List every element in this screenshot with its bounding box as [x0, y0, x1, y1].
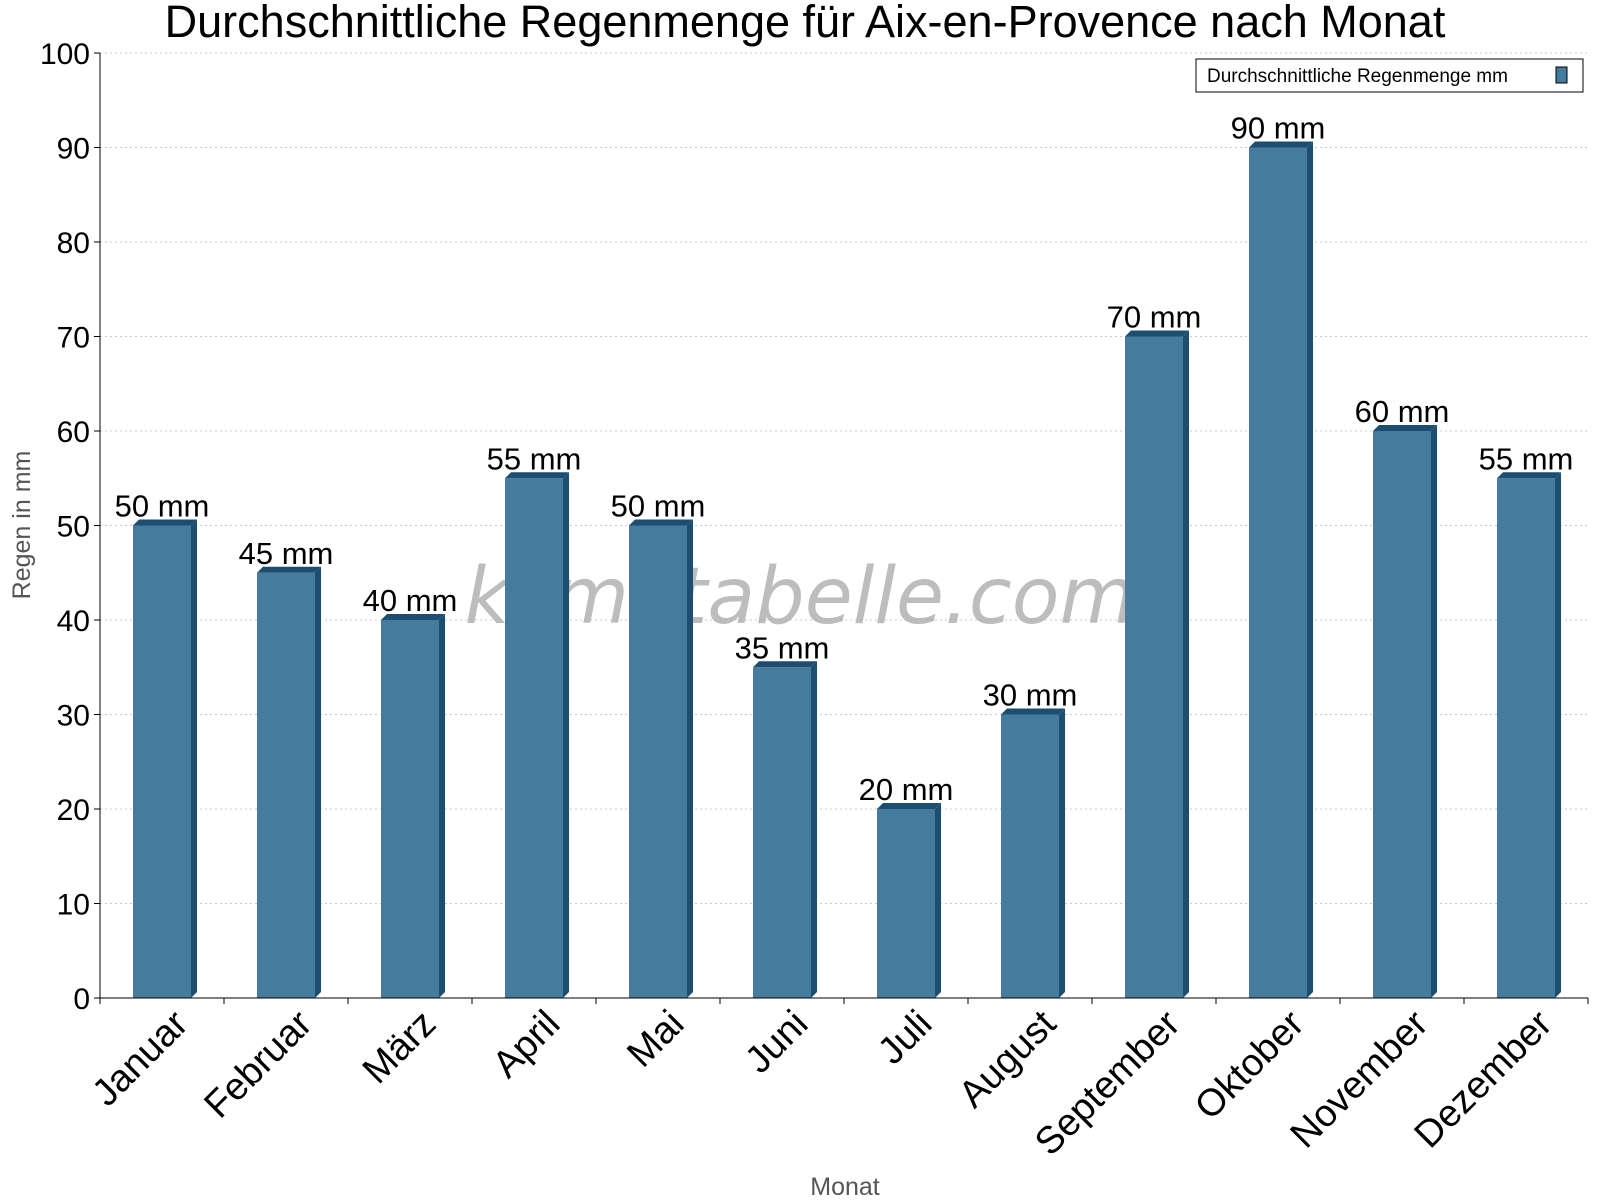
- bar-front: [257, 572, 315, 998]
- bar-april: [505, 472, 569, 998]
- bar-top: [133, 519, 197, 526]
- grid-lines: [100, 52, 1588, 904]
- data-label: 30 mm: [983, 678, 1078, 713]
- x-tick-label: Oktober: [1187, 1002, 1313, 1128]
- bar-front: [505, 478, 563, 998]
- y-tick-label: 70: [57, 322, 90, 355]
- y-tick-label: 100: [40, 38, 90, 71]
- x-tick-label: Dezember: [1407, 1002, 1561, 1156]
- data-label: 60 mm: [1355, 394, 1450, 429]
- bar-front: [133, 525, 191, 998]
- bar-front: [381, 620, 439, 998]
- x-tick-label: Februar: [197, 1002, 321, 1126]
- x-tick-label: Juli: [870, 1003, 940, 1073]
- y-tick-label: 30: [57, 700, 90, 733]
- bar-top: [1125, 330, 1189, 337]
- y-tick-label: 40: [57, 605, 90, 638]
- x-axis-title: Monat: [810, 1173, 880, 1200]
- bar-top: [505, 472, 569, 479]
- bar-side: [191, 519, 197, 998]
- y-tick-label: 90: [57, 133, 90, 166]
- bar-top: [877, 803, 941, 809]
- bar-side: [1307, 141, 1313, 998]
- bar-front: [1001, 714, 1059, 998]
- data-label: 70 mm: [1107, 300, 1202, 335]
- data-labels-layer: 50 mm 45 mm 40 mm 55 mm 50 mm 35 mm 20 mm 30 mm…: [115, 111, 1574, 808]
- bar-top: [1373, 425, 1437, 431]
- x-tick-label: Mai: [619, 1003, 692, 1076]
- bar-side: [439, 614, 445, 998]
- bar-side: [315, 566, 321, 998]
- bar-side: [1555, 472, 1561, 998]
- data-label: 90 mm: [1231, 111, 1326, 146]
- y-tick-label: 0: [73, 983, 90, 1016]
- bar-top: [629, 519, 693, 526]
- bar-front: [1249, 147, 1307, 998]
- bar-august: [1001, 708, 1065, 998]
- y-axis-title: Regen in mm: [8, 451, 36, 600]
- bar-oktober: [1249, 141, 1313, 998]
- y-tick-label: 10: [57, 889, 90, 922]
- legend-label: Durchschnittliche Regenmenge mm: [1207, 66, 1508, 87]
- watermark-text: klimatabelle.com: [465, 552, 1136, 642]
- bar-front: [877, 809, 935, 998]
- data-label: 50 mm: [115, 489, 210, 524]
- bar-side: [811, 661, 817, 998]
- data-label: 50 mm: [611, 489, 706, 524]
- bar-front: [1373, 431, 1431, 998]
- legend: Durchschnittliche Regenmenge mm: [1195, 58, 1584, 93]
- bar-juni: [753, 661, 817, 998]
- bar-märz: [381, 614, 445, 998]
- bar-top: [753, 661, 817, 668]
- bar-top: [381, 614, 445, 620]
- data-label: 45 mm: [239, 536, 334, 571]
- chart-title: Durchschnittliche Regenmenge für Aix-en-…: [165, 0, 1446, 47]
- x-tick-label: Juni: [737, 1003, 816, 1082]
- bar-februar: [257, 566, 321, 998]
- x-tick-label: April: [485, 1003, 568, 1086]
- bar-side: [687, 519, 693, 998]
- bar-november: [1373, 425, 1437, 998]
- bar-dezember: [1497, 472, 1561, 998]
- bar-side: [935, 803, 941, 998]
- bar-juli: [877, 803, 941, 998]
- bar-side: [563, 472, 569, 998]
- data-label: 20 mm: [859, 772, 954, 807]
- data-label: 55 mm: [487, 441, 582, 476]
- y-tick-label: 80: [57, 227, 90, 260]
- bar-side: [1059, 708, 1065, 998]
- data-label: 40 mm: [363, 583, 458, 618]
- bar-top: [1001, 708, 1065, 715]
- x-tick-label: März: [355, 1003, 444, 1092]
- bar-front: [1497, 478, 1555, 998]
- y-tick-label: 50: [57, 511, 90, 544]
- x-tick-label: August: [951, 1002, 1065, 1116]
- bar-front: [1125, 336, 1183, 998]
- bar-front: [629, 525, 687, 998]
- bars-layer: [133, 141, 1561, 998]
- legend-swatch: [1555, 66, 1568, 84]
- x-tick-label: Januar: [84, 1002, 196, 1114]
- bar-top: [1497, 472, 1561, 479]
- bar-side: [1431, 425, 1437, 998]
- bar-side: [1183, 330, 1189, 998]
- data-label: 35 mm: [735, 630, 830, 665]
- y-tick-label: 60: [57, 416, 90, 449]
- bar-september: [1125, 330, 1189, 998]
- bar-mai: [629, 519, 693, 998]
- legend-box: [1195, 58, 1584, 93]
- bar-front: [753, 667, 811, 998]
- y-tick-label: 20: [57, 794, 90, 827]
- data-label: 55 mm: [1479, 441, 1574, 476]
- bar-top: [1249, 141, 1313, 148]
- bar-januar: [133, 519, 197, 998]
- bar-top: [257, 566, 321, 573]
